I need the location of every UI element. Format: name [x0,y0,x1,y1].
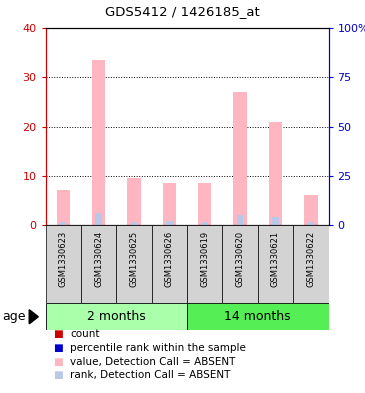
Text: ■: ■ [53,343,63,353]
Bar [96,213,102,225]
Text: GDS5412 / 1426185_at: GDS5412 / 1426185_at [105,6,260,18]
Text: age: age [2,310,25,323]
Bar [237,215,243,225]
Text: GSM1330624: GSM1330624 [94,231,103,287]
Bar [81,225,116,303]
Bar [116,225,152,303]
Bar [258,225,293,303]
Bar [233,92,247,225]
Text: ■: ■ [53,356,63,367]
Bar [92,60,105,225]
Bar [166,221,173,225]
Bar [163,183,176,225]
Text: count: count [70,329,100,339]
Text: percentile rank within the sample: percentile rank within the sample [70,343,246,353]
Text: GSM1330620: GSM1330620 [235,231,245,287]
Bar [127,178,141,225]
Text: GSM1330622: GSM1330622 [306,231,315,287]
Bar [198,183,211,225]
Bar [46,225,81,303]
Text: 2 months: 2 months [87,310,146,323]
Bar [131,222,137,225]
Bar [57,190,70,225]
Bar [272,217,278,225]
Text: GSM1330619: GSM1330619 [200,231,209,287]
Bar [304,195,318,225]
Text: GSM1330625: GSM1330625 [130,231,139,287]
Bar [222,225,258,303]
Bar [152,225,187,303]
Bar [308,222,314,225]
Text: ■: ■ [53,370,63,380]
Bar [269,121,282,225]
Text: GSM1330621: GSM1330621 [271,231,280,287]
Bar [60,222,66,225]
Bar [187,303,328,330]
Bar [187,225,222,303]
Bar [46,303,187,330]
Polygon shape [29,310,38,324]
Text: rank, Detection Call = ABSENT: rank, Detection Call = ABSENT [70,370,231,380]
Bar [201,222,208,225]
Text: ■: ■ [53,329,63,339]
Bar [293,225,328,303]
Text: 14 months: 14 months [224,310,291,323]
Text: value, Detection Call = ABSENT: value, Detection Call = ABSENT [70,356,236,367]
Text: GSM1330626: GSM1330626 [165,231,174,287]
Text: GSM1330623: GSM1330623 [59,231,68,287]
